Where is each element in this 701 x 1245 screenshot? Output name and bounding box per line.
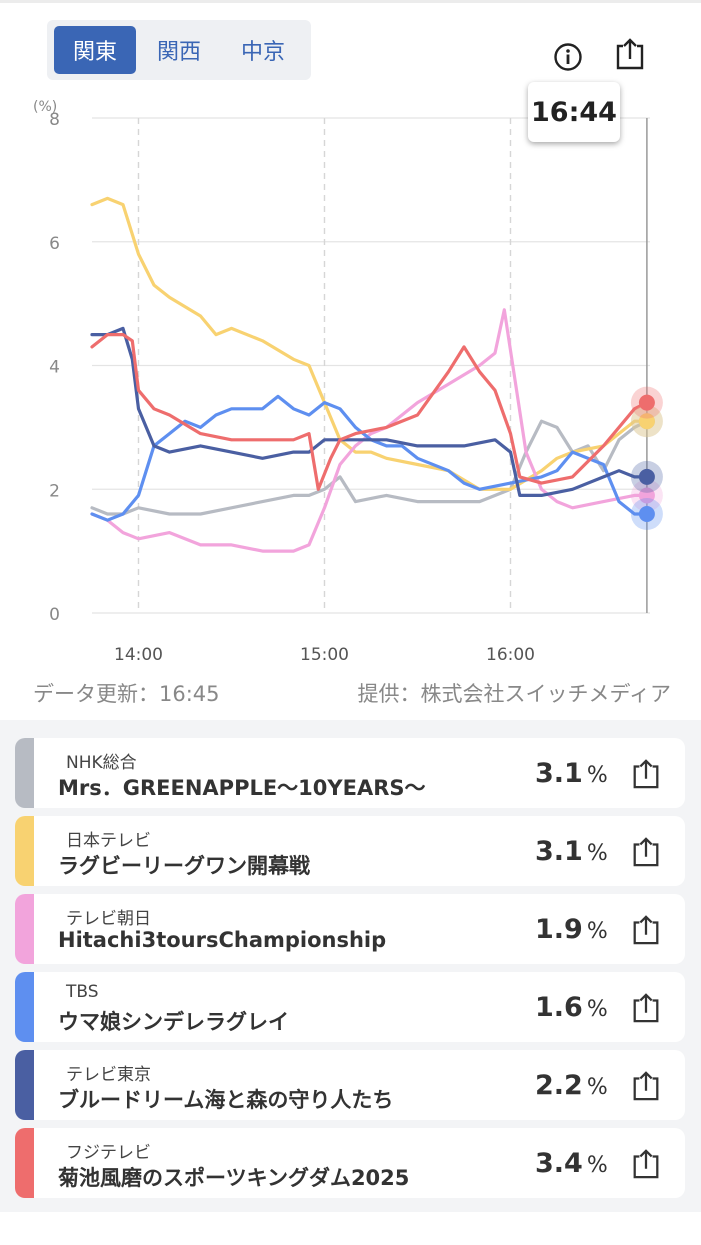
- channel-row-tvasahi[interactable]: テレビ朝日 Hitachi3toursChampionship 1.9%: [15, 894, 685, 964]
- share-icon[interactable]: [630, 1148, 662, 1180]
- channel-color-bar: [15, 816, 34, 886]
- program-title: 菊池風磨のスポーツキングダム2025: [58, 1166, 410, 1190]
- region-tabs: 関東 関西 中京: [47, 20, 311, 80]
- channel-color-bar: [15, 738, 34, 808]
- info-icon[interactable]: [551, 40, 585, 74]
- channel-row-nhk[interactable]: NHK総合 Mrs．GREENAPPLE～10YEARS～ 3.1%: [15, 738, 685, 808]
- top-divider: [0, 0, 701, 3]
- percent-unit: %: [586, 1075, 608, 1100]
- channel-row-tbs[interactable]: TBS ウマ娘シンデレラグレイ 1.6%: [15, 972, 685, 1042]
- percent-unit: %: [586, 763, 608, 788]
- percent-unit: %: [586, 1153, 608, 1178]
- rating-value: 1.9%: [535, 914, 608, 945]
- channel-color-bar: [15, 1050, 34, 1120]
- channel-list: NHK総合 Mrs．GREENAPPLE～10YEARS～ 3.1% 日本テレビ…: [0, 720, 701, 1212]
- x-tick-label: 14:00: [114, 645, 163, 665]
- channel-name: テレビ東京: [66, 1065, 151, 1085]
- share-icon[interactable]: [630, 1070, 662, 1102]
- series-line-4: [90, 326, 649, 497]
- percent-unit: %: [586, 997, 608, 1022]
- series-line-3: [90, 394, 649, 522]
- y-unit-label: (%): [33, 99, 57, 115]
- rating-value: 3.4%: [535, 1148, 608, 1179]
- tab-kanto[interactable]: 関東: [54, 26, 136, 74]
- y-tick-label: 2: [49, 481, 60, 501]
- series-line-0: [90, 419, 649, 516]
- provider-label: 提供：株式会社スイッチメディア: [357, 682, 671, 706]
- series-end-dot-1: [638, 413, 655, 430]
- chart-svg: 0 2 4 6 8(%) 14:00 15:00 16:00: [33, 99, 663, 665]
- percent-unit: %: [586, 919, 608, 944]
- data-updated-label: データ更新：16:45: [33, 682, 220, 706]
- rating-value: 2.2%: [535, 1070, 608, 1101]
- series-end-dot-4: [638, 468, 655, 485]
- ratings-chart: 0 2 4 6 8 (%) 14:00 15:00 16:00: [0, 90, 701, 680]
- channel-color-bar: [15, 894, 34, 964]
- program-title: ラグビーリーグワン開幕戦: [58, 854, 310, 878]
- share-icon[interactable]: [630, 914, 662, 946]
- tab-kansai[interactable]: 関西: [156, 40, 201, 65]
- channel-name: TBS: [66, 982, 99, 1002]
- x-tick-label: 16:00: [486, 645, 535, 665]
- channel-row-fuji[interactable]: フジテレビ 菊池風磨のスポーツキングダム2025 3.4%: [15, 1128, 685, 1198]
- rating-value: 3.1%: [535, 758, 608, 789]
- channel-color-bar: [15, 972, 34, 1042]
- share-icon[interactable]: [630, 992, 662, 1024]
- share-icon[interactable]: [630, 836, 662, 868]
- channel-name: フジテレビ: [66, 1143, 151, 1163]
- rating-value: 3.1%: [535, 836, 608, 867]
- percent-unit: %: [586, 841, 608, 866]
- series-end-dot-5: [638, 394, 655, 411]
- series-line-5: [90, 333, 649, 491]
- channel-name: 日本テレビ: [66, 831, 151, 851]
- channel-color-bar: [15, 1128, 34, 1198]
- rating-value: 1.6%: [535, 992, 608, 1023]
- y-tick-label: 0: [49, 605, 60, 625]
- program-title: ウマ娘シンデレラグレイ: [58, 1010, 289, 1034]
- channel-row-tvtokyo[interactable]: テレビ東京 ブルードリーム海と森の守り人たち 2.2%: [15, 1050, 685, 1120]
- channel-name: NHK総合: [66, 753, 137, 773]
- x-tick-label: 15:00: [300, 645, 349, 665]
- y-tick-label: 4: [49, 358, 60, 378]
- channel-row-ntv[interactable]: 日本テレビ ラグビーリーグワン開幕戦 3.1%: [15, 816, 685, 886]
- share-icon[interactable]: [630, 758, 662, 790]
- program-title: ブルードリーム海と森の守り人たち: [58, 1088, 394, 1112]
- series-end-dot-2: [638, 487, 655, 504]
- program-title: Hitachi3toursChampionship: [58, 928, 387, 952]
- y-tick-label: 8: [49, 110, 60, 130]
- share-icon[interactable]: [613, 37, 647, 71]
- program-title: Mrs．GREENAPPLE～10YEARS～: [58, 776, 426, 800]
- y-tick-label: 6: [49, 234, 60, 254]
- current-time-tooltip: 16:44: [528, 82, 620, 142]
- tab-chukyo[interactable]: 中京: [240, 40, 285, 65]
- channel-name: テレビ朝日: [66, 909, 151, 929]
- series-end-dot-3: [638, 506, 655, 522]
